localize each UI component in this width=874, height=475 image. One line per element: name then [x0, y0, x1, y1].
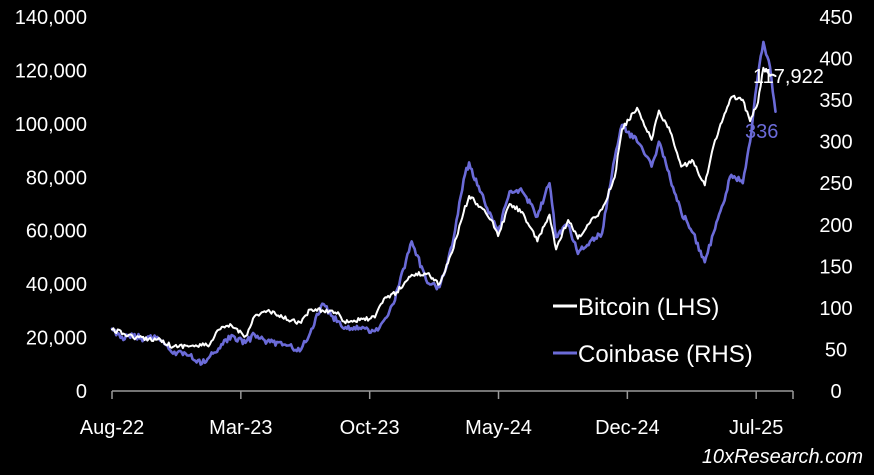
- y-left-tick-label: 140,000: [15, 7, 87, 29]
- y-left-tick-label: 0: [76, 381, 87, 403]
- y-right-tick-label: 50: [825, 339, 847, 361]
- y-left-tick-label: 100,000: [15, 114, 87, 136]
- y-right-tick-label: 450: [819, 7, 852, 29]
- legend-label-bitcoin: Bitcoin (LHS): [578, 294, 719, 321]
- y-right-tick-label: 150: [819, 256, 852, 278]
- plot-area: [110, 40, 777, 366]
- y-right-tick-label: 0: [830, 381, 841, 403]
- y-right-tick-label: 250: [819, 173, 852, 195]
- x-axis: Aug-22 Mar-23 Oct-23 May-24 Dec-24 Jul-25: [80, 390, 794, 439]
- x-tick-label: Dec-24: [595, 417, 659, 439]
- y-right-tick-label: 400: [819, 49, 852, 71]
- y-left-tick-label: 60,000: [26, 221, 87, 243]
- y-right-tick-label: 100: [819, 298, 852, 320]
- series-line-bitcoin: [111, 66, 777, 350]
- source-label: 10xResearch.com: [702, 446, 863, 468]
- y-left-tick-label: 80,000: [26, 167, 87, 189]
- x-tick-label: Aug-22: [80, 417, 145, 439]
- y-right-tick-label: 300: [819, 132, 852, 154]
- y-right-tick-label: 350: [819, 90, 852, 112]
- x-tick-label: Mar-23: [209, 417, 272, 439]
- y-left-tick-label: 120,000: [15, 60, 87, 82]
- legend-label-coinbase: Coinbase (RHS): [578, 341, 753, 368]
- y-axis-left: 0 20,000 40,000 60,000 80,000 100,000 120,000 1…: [15, 7, 87, 403]
- y-axis-right: 0 50 100 150 200 250 300 350 400 450: [819, 7, 852, 403]
- x-tick-label: May-24: [465, 417, 532, 439]
- x-tick-label: Jul-25: [729, 417, 783, 439]
- y-left-tick-label: 20,000: [26, 328, 87, 350]
- bitcoin-end-label: 117,922: [753, 66, 824, 88]
- y-right-tick-label: 200: [819, 215, 852, 237]
- y-left-tick-label: 40,000: [26, 274, 87, 296]
- end-labels: 117,922 336: [745, 66, 824, 143]
- x-tick-label: Oct-23: [340, 417, 400, 439]
- coinbase-end-label: 336: [745, 121, 778, 143]
- legend: Bitcoin (LHS) Coinbase (RHS): [553, 294, 753, 368]
